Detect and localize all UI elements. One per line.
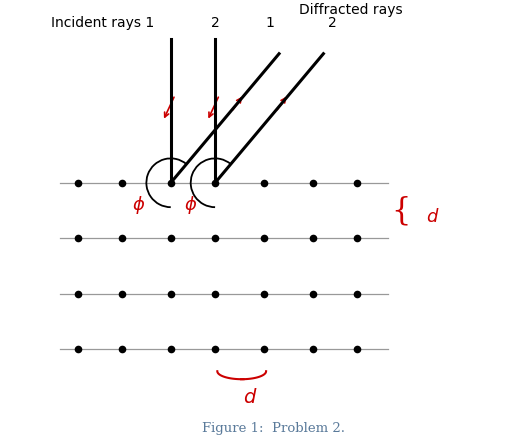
Text: {: { — [391, 195, 410, 226]
Text: 1: 1 — [265, 16, 274, 30]
Text: Diffracted rays: Diffracted rays — [299, 3, 402, 17]
Text: 2: 2 — [210, 16, 219, 30]
Text: 2: 2 — [327, 16, 336, 30]
Text: $\phi$: $\phi$ — [132, 194, 145, 216]
Text: Figure 1:  Problem 2.: Figure 1: Problem 2. — [202, 422, 344, 435]
Text: $d$: $d$ — [243, 388, 257, 407]
Text: $d$: $d$ — [425, 208, 438, 226]
Text: $\phi$: $\phi$ — [184, 194, 197, 216]
Text: Incident rays 1: Incident rays 1 — [51, 16, 154, 30]
